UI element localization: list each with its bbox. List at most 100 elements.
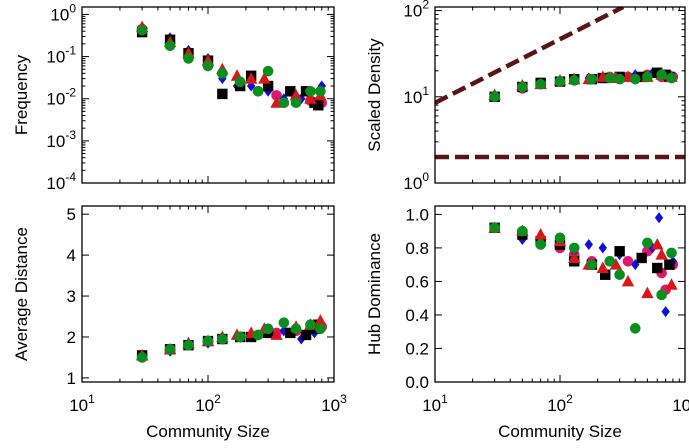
data-point-square bbox=[300, 329, 312, 341]
data-point-triangle bbox=[314, 314, 327, 326]
data-point-square bbox=[285, 86, 296, 97]
data-point-triangle bbox=[568, 251, 581, 263]
y-axis-label-frequency: Frequency bbox=[12, 54, 31, 135]
plot-frame bbox=[434, 6, 686, 184]
data-point-circle bbox=[305, 319, 316, 330]
data-point-triangle bbox=[270, 328, 283, 340]
y-axis-label-average-distance: Average Distance bbox=[12, 227, 31, 361]
panel-frequency: 100 10-1 10-2 10-3 10-4 Frequency bbox=[12, 1, 335, 193]
y-tick-label: 101 bbox=[403, 84, 429, 107]
data-point-circle bbox=[535, 78, 546, 90]
x-axis-label-average-distance: Community Size bbox=[146, 422, 270, 441]
data-point-circle bbox=[183, 339, 194, 351]
data-point-triangle bbox=[655, 248, 668, 260]
data-point-circle bbox=[290, 97, 302, 109]
data-point-circle bbox=[517, 225, 528, 237]
y-tick-label: 4 bbox=[67, 246, 76, 265]
data-point-square bbox=[313, 100, 324, 111]
data-point-square bbox=[636, 252, 647, 264]
y-tick-label: 3 bbox=[67, 287, 76, 306]
data-point-triangle bbox=[609, 258, 623, 270]
data-point-diamond bbox=[598, 242, 608, 254]
data-layer bbox=[135, 314, 328, 363]
y-tick-label: 1 bbox=[67, 369, 76, 388]
data-point-circle bbox=[202, 60, 214, 72]
data-point-circle bbox=[262, 65, 274, 77]
y-axis-label-hub-dominance: Hub Dominance bbox=[365, 233, 384, 355]
x-tick-label: 101 bbox=[69, 392, 95, 415]
data-point-circle bbox=[278, 97, 290, 109]
data-layer bbox=[488, 212, 679, 334]
x-tick-label: 103 bbox=[672, 392, 689, 415]
data-point-circle bbox=[656, 289, 667, 301]
data-point-diamond bbox=[661, 306, 670, 318]
data-point-circle bbox=[136, 352, 148, 363]
panel-scaled-density: 102 101 100 Scaled Density bbox=[365, 0, 686, 193]
plot-frame bbox=[434, 205, 686, 383]
y-tick-label: 10-2 bbox=[46, 86, 76, 109]
data-point-circle bbox=[234, 76, 246, 88]
data-point-circle bbox=[622, 256, 634, 267]
data-point-circle bbox=[217, 68, 228, 79]
data-point-square bbox=[262, 80, 274, 92]
data-point-circle bbox=[568, 75, 580, 86]
x-axis-label-hub-dominance: Community Size bbox=[498, 422, 622, 441]
data-point-circle bbox=[614, 269, 625, 281]
data-point-circle bbox=[656, 69, 667, 81]
data-point-circle bbox=[252, 85, 264, 97]
data-layer bbox=[435, 7, 685, 160]
data-point-circle bbox=[586, 259, 598, 270]
data-point-triangle bbox=[244, 72, 258, 84]
y-tick-label: 2 bbox=[67, 328, 76, 347]
panel-hub-dominance: 101 102 103 0.0 0.2 0.4 0.6 0.8 1.0 Hub Dominance… bbox=[365, 205, 689, 441]
data-point-circle bbox=[629, 73, 641, 85]
data-point-triangle bbox=[289, 88, 303, 101]
data-point-square bbox=[217, 88, 228, 100]
data-layer bbox=[135, 20, 328, 111]
data-point-circle bbox=[489, 91, 500, 103]
data-point-square bbox=[652, 262, 663, 274]
data-point-circle bbox=[642, 71, 653, 83]
data-point-triangle bbox=[665, 278, 678, 290]
y-tick-label: 10-1 bbox=[46, 44, 76, 67]
data-point-diamond bbox=[654, 212, 664, 224]
data-point-circle bbox=[262, 323, 274, 335]
plot-frame bbox=[81, 6, 335, 184]
data-point-circle bbox=[629, 323, 641, 334]
data-point-circle bbox=[568, 242, 580, 254]
data-point-triangle bbox=[651, 238, 664, 250]
data-point-circle bbox=[614, 73, 625, 85]
data-point-circle bbox=[217, 333, 228, 345]
x-tick-label: 102 bbox=[547, 392, 573, 415]
data-point-circle bbox=[164, 40, 176, 52]
data-point-square bbox=[636, 71, 647, 83]
data-point-triangle bbox=[641, 286, 654, 299]
data-point-diamond bbox=[584, 239, 594, 251]
data-point-circle bbox=[271, 90, 282, 101]
y-tick-label: 1.0 bbox=[405, 205, 429, 224]
data-point-square bbox=[285, 327, 296, 339]
plot-frame bbox=[81, 205, 335, 383]
data-point-circle bbox=[604, 72, 616, 84]
data-point-square bbox=[664, 259, 675, 270]
data-point-circle bbox=[136, 24, 148, 36]
data-point-circle bbox=[517, 81, 528, 93]
y-tick-label: 100 bbox=[403, 170, 429, 193]
y-tick-label: 0.0 bbox=[405, 373, 429, 392]
y-tick-label: 10-4 bbox=[46, 170, 76, 193]
data-point-circle bbox=[164, 343, 176, 355]
data-point-circle bbox=[183, 53, 194, 64]
reference-line bbox=[435, 7, 625, 105]
data-point-diamond bbox=[631, 259, 640, 271]
y-tick-label: 0.4 bbox=[405, 306, 429, 325]
data-point-circle bbox=[315, 85, 326, 97]
data-point-circle bbox=[535, 239, 546, 250]
data-point-circle bbox=[278, 317, 290, 328]
data-point-square bbox=[614, 246, 625, 257]
y-tick-label: 0.2 bbox=[405, 339, 429, 358]
x-tick-label: 101 bbox=[422, 392, 448, 415]
data-point-circle bbox=[489, 222, 500, 234]
y-tick-label: 102 bbox=[403, 0, 429, 21]
x-tick-label: 103 bbox=[321, 392, 347, 415]
